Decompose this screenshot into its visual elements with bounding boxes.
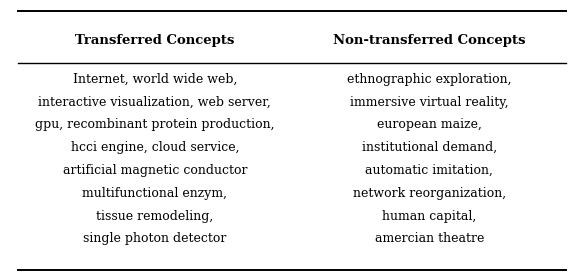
Text: tissue remodeling,: tissue remodeling, [96,210,213,222]
Text: human capital,: human capital, [382,210,477,222]
Text: interactive visualization, web server,: interactive visualization, web server, [39,96,271,108]
Text: gpu, recombinant protein production,: gpu, recombinant protein production, [35,118,274,131]
Text: multifunctional enzym,: multifunctional enzym, [82,187,227,200]
Text: hcci engine, cloud service,: hcci engine, cloud service, [71,141,239,154]
Text: ethnographic exploration,: ethnographic exploration, [347,73,512,86]
Text: network reorganization,: network reorganization, [353,187,506,200]
Text: Non-transferred Concepts: Non-transferred Concepts [333,34,526,47]
Text: european maize,: european maize, [377,118,482,131]
Text: artificial magnetic conductor: artificial magnetic conductor [62,164,247,177]
Text: Internet, world wide web,: Internet, world wide web, [72,73,237,86]
Text: immersive virtual reality,: immersive virtual reality, [350,96,509,108]
Text: institutional demand,: institutional demand, [361,141,497,154]
Text: single photon detector: single photon detector [83,232,227,245]
Text: automatic imitation,: automatic imitation, [366,164,493,177]
Text: Transferred Concepts: Transferred Concepts [75,34,234,47]
Text: amercian theatre: amercian theatre [374,232,484,245]
